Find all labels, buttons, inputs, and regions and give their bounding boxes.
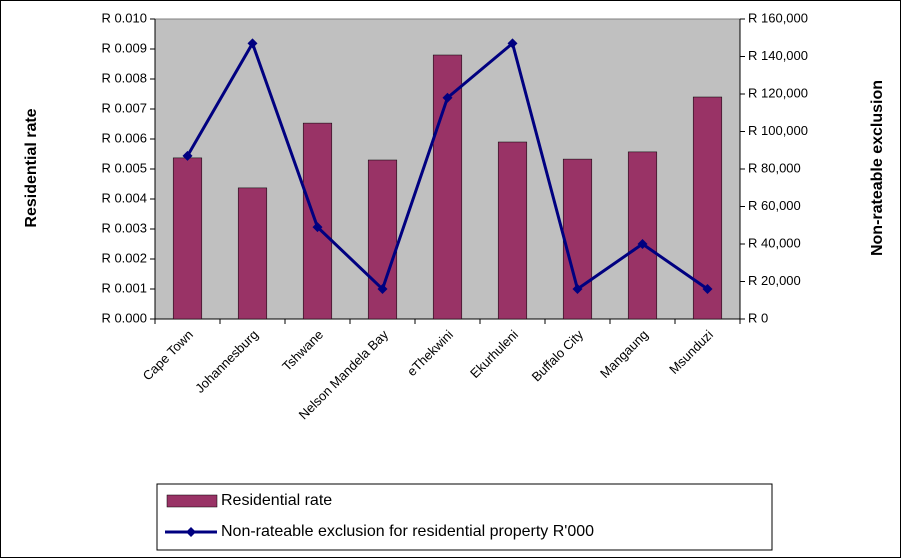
y2-tick-label: R 0 — [748, 310, 768, 325]
y-tick-label: R 0.010 — [101, 10, 147, 25]
line-marker — [442, 92, 453, 103]
y2-tick-label: R 140,000 — [748, 48, 808, 63]
y-tick-label: R 0.001 — [101, 280, 147, 295]
line-marker — [572, 284, 583, 294]
line-marker — [377, 284, 388, 294]
line-marker — [312, 222, 323, 233]
bar — [627, 151, 658, 320]
y2-axis-title: Non-rateable exclusion — [869, 80, 886, 256]
y-tick-label: R 0.006 — [101, 130, 147, 145]
y-tick-label: R 0.009 — [101, 40, 147, 55]
legend-swatch — [166, 494, 218, 508]
y2-tick-label: R 160,000 — [748, 10, 808, 25]
line-marker — [637, 239, 648, 249]
y-tick-label: R 0.003 — [101, 220, 147, 235]
y-axis-title: Residential rate — [23, 108, 40, 227]
y2-tick-label: R 20,000 — [748, 273, 801, 288]
bar — [237, 187, 268, 320]
bar — [172, 157, 203, 320]
bar — [302, 122, 333, 320]
y2-tick-label: R 60,000 — [748, 198, 801, 213]
y-tick-label: R 0.008 — [101, 70, 147, 85]
bar — [367, 159, 398, 320]
legend-label: Residential rate — [221, 492, 332, 509]
legend-box — [156, 483, 773, 551]
y2-tick-label: R 80,000 — [748, 160, 801, 175]
line-marker — [507, 38, 518, 49]
bar — [562, 158, 593, 320]
y-tick-label: R 0.005 — [101, 160, 147, 175]
legend-marker — [186, 527, 196, 537]
y-tick-label: R 0.000 — [101, 310, 147, 325]
y2-tick-label: R 100,000 — [748, 123, 808, 138]
y-tick-label: R 0.007 — [101, 100, 147, 115]
line-marker — [702, 284, 713, 294]
y2-tick-label: R 120,000 — [748, 85, 808, 100]
y-tick-label: R 0.004 — [101, 190, 147, 205]
line-marker — [247, 38, 258, 49]
line-marker — [182, 150, 193, 161]
y2-tick-label: R 40,000 — [748, 235, 801, 250]
y-tick-label: R 0.002 — [101, 250, 147, 265]
legend-label: Non-rateable exclusion for residential p… — [221, 523, 594, 540]
bar — [497, 141, 528, 320]
